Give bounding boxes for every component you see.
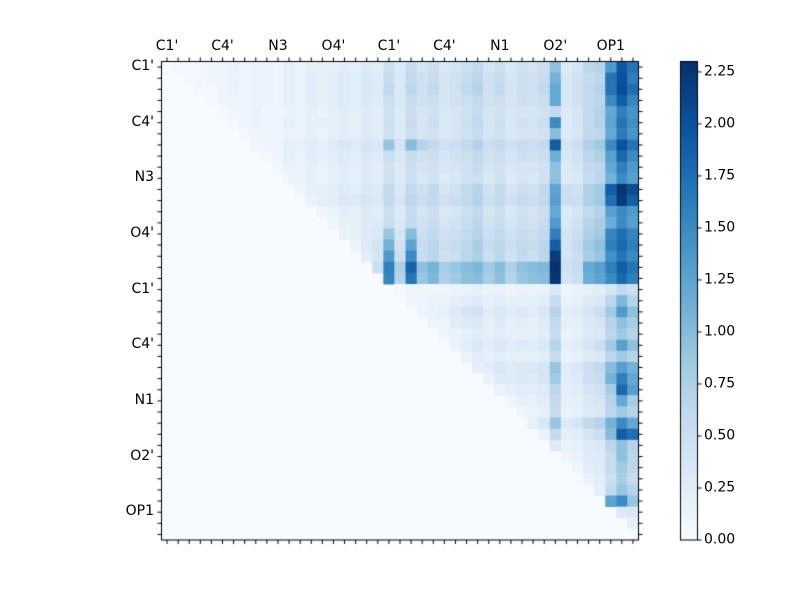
x-axis-tick-label: N1: [490, 38, 510, 54]
colorbar-tick-label: 1.00: [704, 323, 736, 340]
colorbar-tick-label: 1.50: [704, 219, 736, 236]
x-axis-tick-label: C1': [155, 38, 179, 54]
x-axis-tick-label: OP1: [596, 38, 625, 54]
colorbar-tick-label: 0.00: [704, 531, 736, 548]
colorbar-tick-label: 2.00: [704, 115, 736, 132]
y-axis-tick-label: OP1: [125, 503, 154, 520]
colorbar-tick-label: 1.75: [704, 167, 736, 184]
colorbar-tick-label: 0.25: [704, 479, 736, 496]
x-axis-tick-label: C4': [433, 38, 456, 54]
y-axis-tick-label: C4': [131, 336, 154, 353]
y-axis-tick-label: O4': [130, 225, 154, 242]
x-axis-tick-label: C4': [211, 38, 234, 54]
x-axis-tick-label: O4': [321, 38, 346, 54]
x-axis-tick-label: C1': [377, 38, 401, 54]
colorbar-tick-label: 2.25: [704, 63, 736, 80]
y-axis-tick-label: N1: [134, 392, 154, 409]
x-axis-tick-label: O2': [543, 38, 568, 54]
colorbar-tick-label: 0.75: [704, 375, 736, 392]
colorbar-tick-label: 0.50: [704, 427, 736, 444]
y-axis-tick-label: N3: [134, 169, 154, 186]
y-axis-tick-label: C4': [131, 113, 154, 130]
x-axis-tick-label: N3: [268, 38, 288, 54]
y-axis-tick-label: C1': [131, 280, 154, 297]
y-axis-tick-label: O2': [130, 447, 154, 464]
colorbar-tick-label: 1.25: [704, 271, 736, 288]
y-axis-tick-label: C1': [131, 58, 154, 75]
